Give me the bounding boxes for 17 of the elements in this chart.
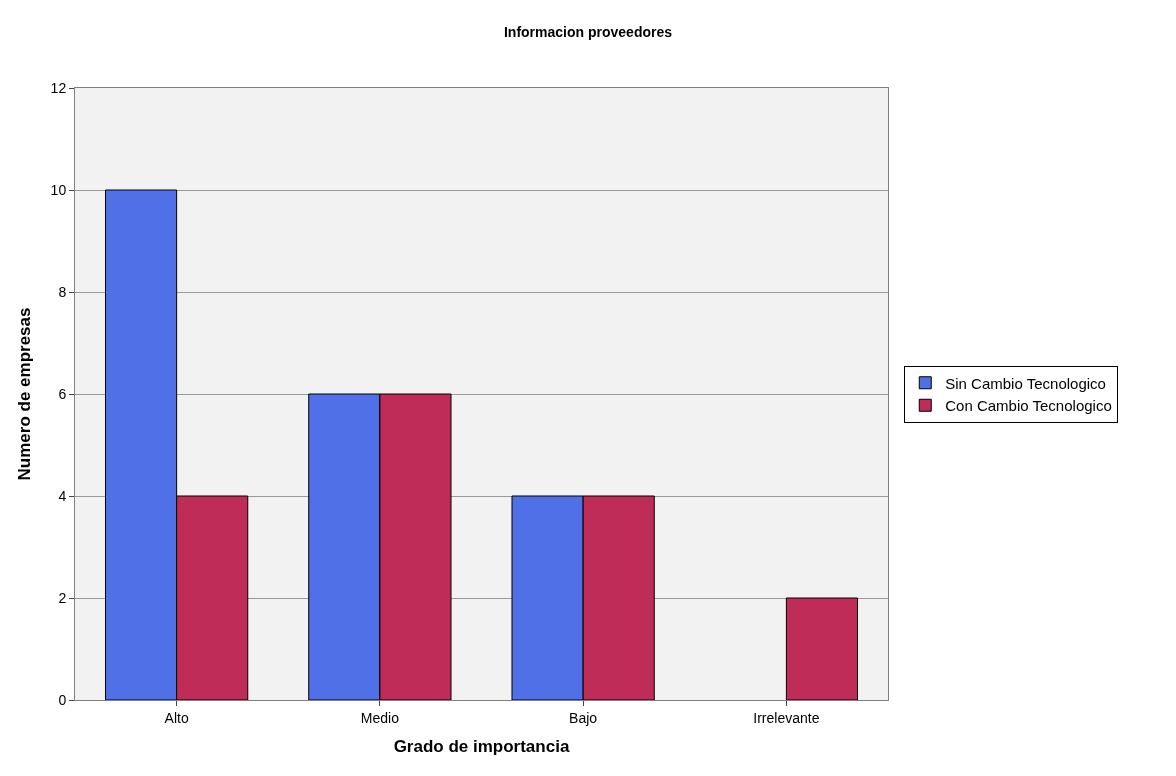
y-tick-label: 12 [50, 79, 67, 96]
y-tick-label: 0 [58, 691, 67, 708]
y-tick-label: 6 [58, 385, 67, 402]
x-tick-label: Medio [360, 709, 400, 726]
y-tick-label: 4 [58, 487, 67, 504]
x-tick-label: Bajo [569, 709, 598, 726]
y-tick-label: 10 [50, 181, 67, 198]
bar [785, 597, 859, 700]
y-tick-label: 8 [58, 283, 67, 300]
y-axis-title: Numero de empresas [15, 307, 35, 481]
legend-label: Sin Cambio Tecnologico [945, 374, 1106, 392]
legend-label: Con Cambio Tecnologico [945, 397, 1112, 415]
chart-title: Informacion proveedores [503, 23, 673, 40]
x-axis-title: Grado de importancia [393, 737, 570, 757]
y-tick-label: 2 [58, 589, 67, 606]
x-tick-label: Irrelevante [753, 709, 820, 726]
x-tick-label: Alto [164, 709, 189, 726]
